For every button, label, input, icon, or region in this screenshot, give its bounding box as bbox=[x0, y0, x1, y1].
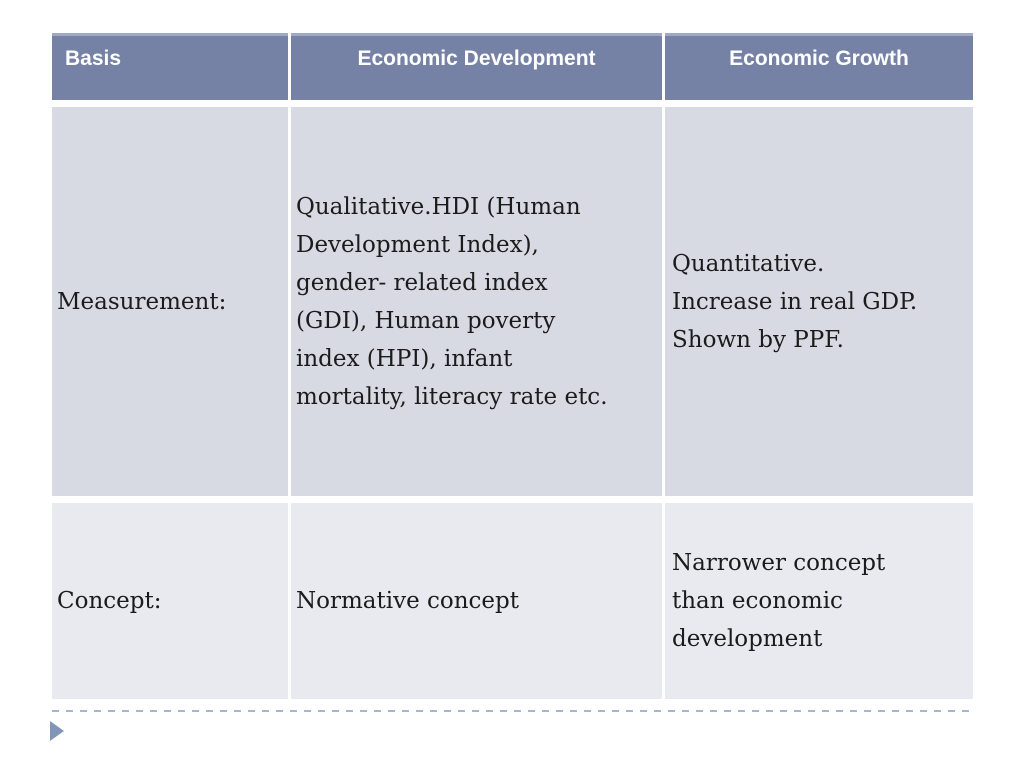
cell-measurement-development: Qualitative.HDI (Human Development Index… bbox=[291, 107, 662, 496]
cell-concept-basis: Concept: bbox=[52, 503, 288, 699]
cell-concept-development: Normative concept bbox=[291, 503, 662, 699]
footer-dashed-divider bbox=[52, 710, 973, 712]
comparison-table: Basis Economic Development Economic Grow… bbox=[52, 33, 973, 699]
cell-measurement-basis: Measurement: bbox=[52, 107, 288, 496]
table-header-basis: Basis bbox=[52, 33, 288, 100]
advance-triangle-icon bbox=[50, 721, 64, 741]
cell-concept-growth: Narrower concept than economic developme… bbox=[665, 503, 973, 699]
table-header-economic-growth: Economic Growth bbox=[665, 33, 973, 100]
cell-measurement-growth: Quantitative. Increase in real GDP. Show… bbox=[665, 107, 973, 496]
table-header-economic-development: Economic Development bbox=[291, 33, 662, 100]
